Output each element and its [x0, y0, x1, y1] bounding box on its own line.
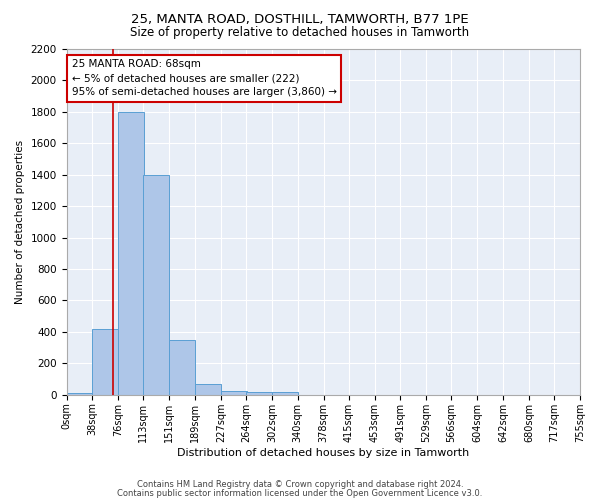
- Bar: [143, 174, 169, 395]
- Y-axis label: Number of detached properties: Number of detached properties: [15, 140, 25, 304]
- Bar: [221, 391, 247, 395]
- Bar: [246, 392, 272, 395]
- Bar: [92, 329, 118, 395]
- X-axis label: Distribution of detached houses by size in Tamworth: Distribution of detached houses by size …: [177, 448, 469, 458]
- Text: Contains HM Land Registry data © Crown copyright and database right 2024.: Contains HM Land Registry data © Crown c…: [137, 480, 463, 489]
- Bar: [67, 393, 92, 395]
- Text: 25 MANTA ROAD: 68sqm
← 5% of detached houses are smaller (222)
95% of semi-detac: 25 MANTA ROAD: 68sqm ← 5% of detached ho…: [71, 60, 337, 98]
- Bar: [169, 340, 195, 395]
- Bar: [118, 112, 144, 395]
- Bar: [195, 384, 221, 395]
- Text: Size of property relative to detached houses in Tamworth: Size of property relative to detached ho…: [130, 26, 470, 39]
- Bar: [272, 392, 298, 395]
- Text: 25, MANTA ROAD, DOSTHILL, TAMWORTH, B77 1PE: 25, MANTA ROAD, DOSTHILL, TAMWORTH, B77 …: [131, 12, 469, 26]
- Text: Contains public sector information licensed under the Open Government Licence v3: Contains public sector information licen…: [118, 489, 482, 498]
